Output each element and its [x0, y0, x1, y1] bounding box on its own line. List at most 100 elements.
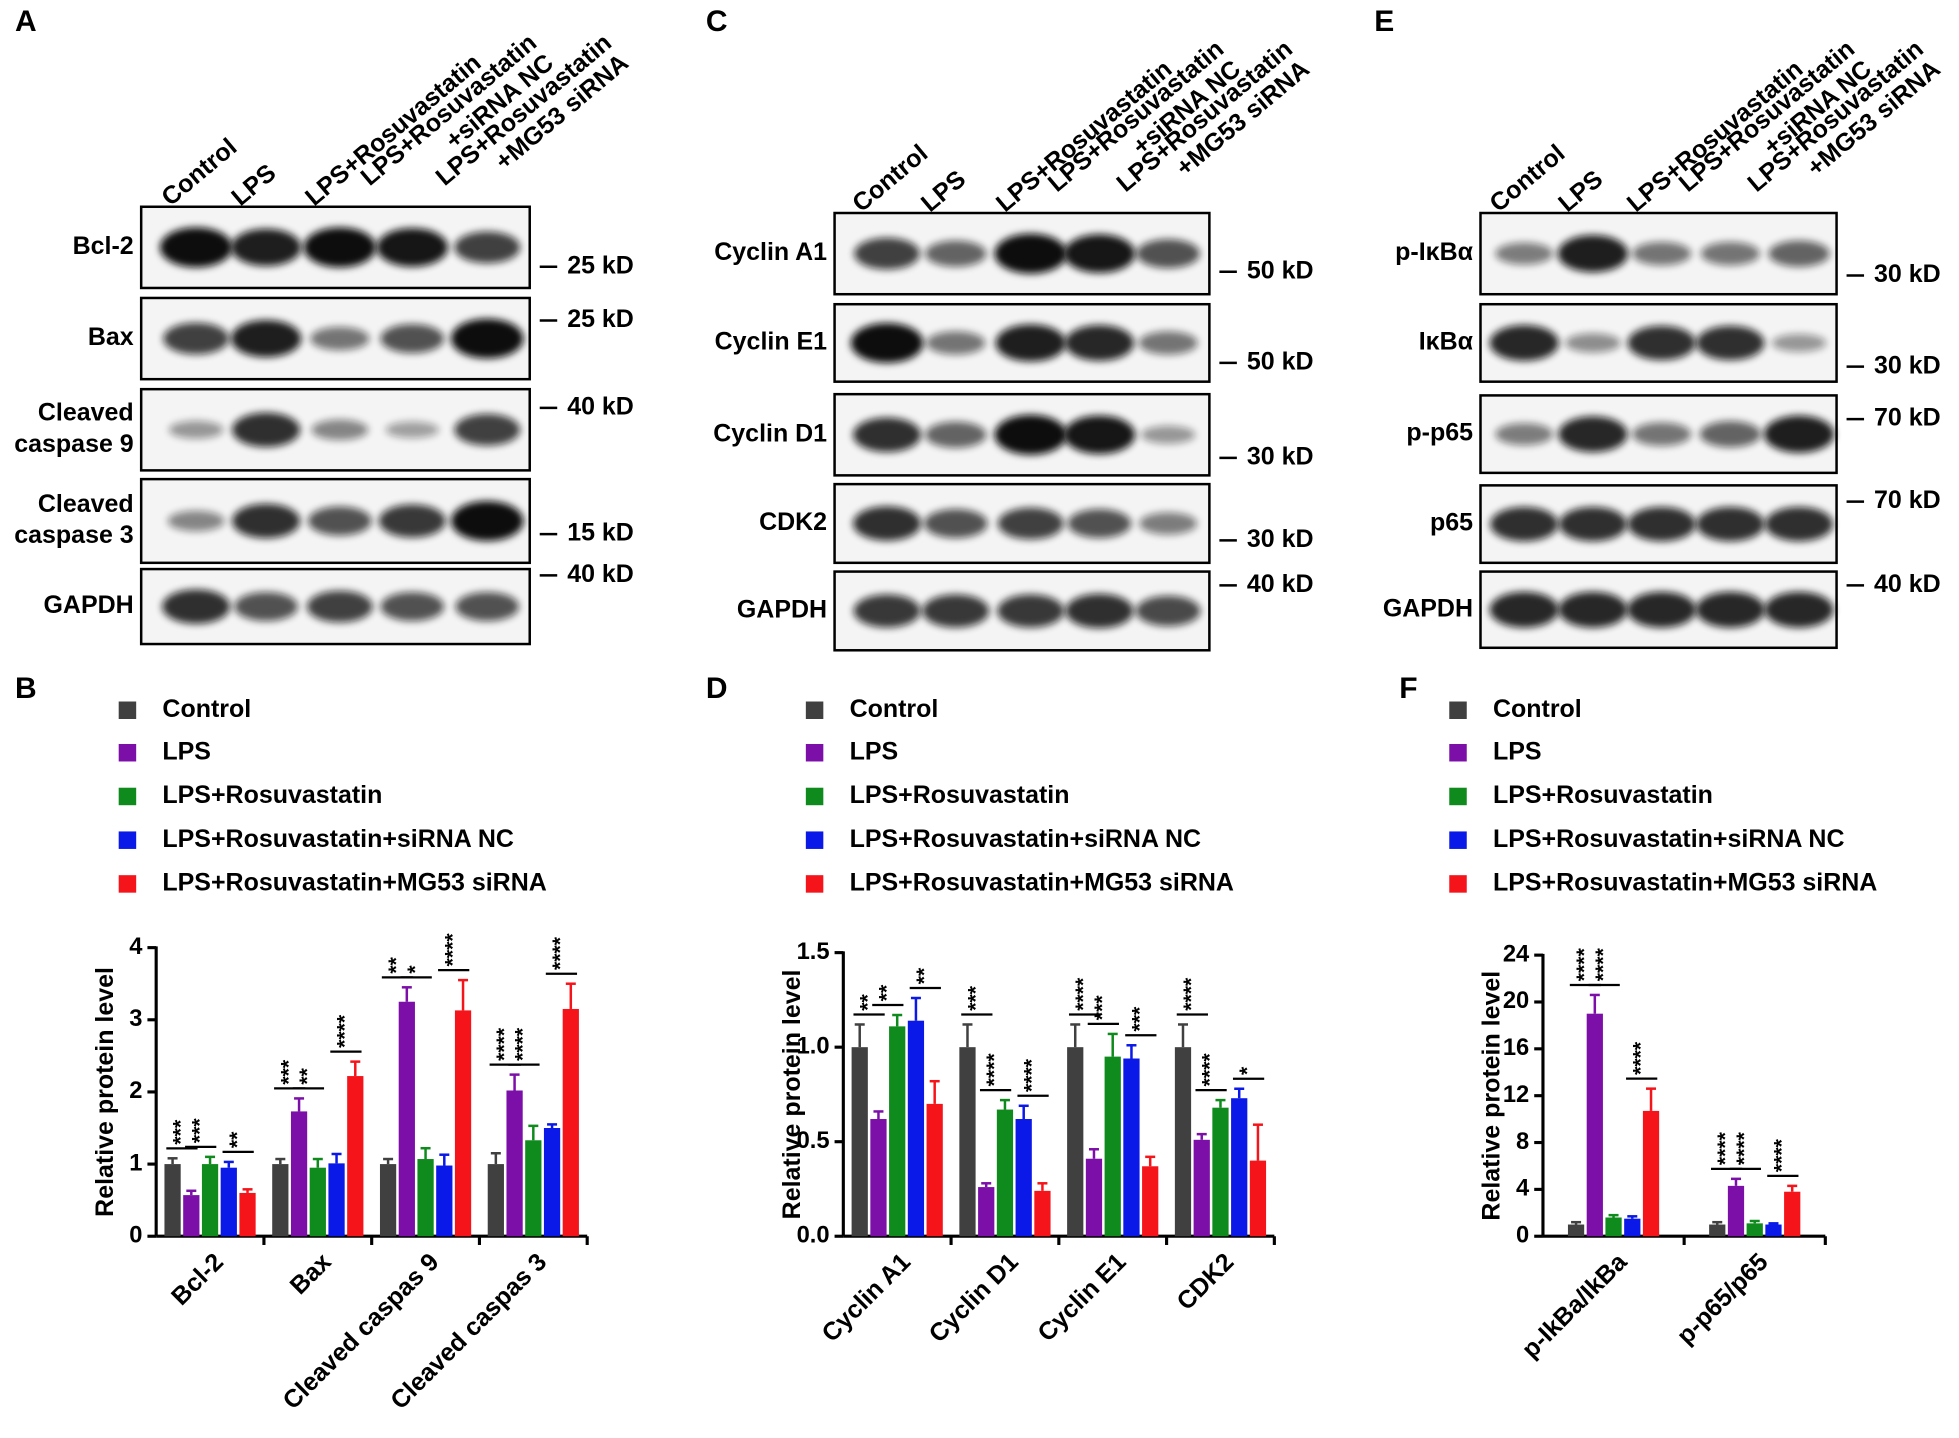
- bar: [1142, 1166, 1159, 1237]
- blot-band: [997, 507, 1064, 540]
- blot-band: [1765, 506, 1834, 542]
- blot-band: [159, 227, 233, 268]
- blot-band: [925, 240, 987, 267]
- protein-label: p-IκBα: [1395, 238, 1473, 266]
- legend-label: LPS+Rosuvastatin: [1493, 781, 1713, 809]
- bar: [1212, 1107, 1229, 1237]
- legend-swatch: [1449, 831, 1467, 849]
- blot-band: [1136, 239, 1200, 269]
- y-tick-label: 4: [129, 934, 143, 960]
- blot-band: [1558, 591, 1628, 628]
- bar: [525, 1140, 542, 1237]
- legend-label: LPS+Rosuvastatin+siRNA NC: [162, 825, 514, 853]
- blot-band: [231, 319, 302, 358]
- blot-band: [311, 419, 369, 441]
- blot-band: [1139, 512, 1198, 535]
- bar: [239, 1192, 256, 1237]
- blot-band: [1699, 421, 1761, 448]
- significance-label: ****: [1629, 1041, 1652, 1075]
- blot-band: [232, 412, 301, 448]
- blot-band: [385, 421, 439, 439]
- marker-label: 40 kD: [567, 560, 634, 588]
- blot-band: [1632, 241, 1692, 266]
- blot-band: [1064, 325, 1134, 361]
- bar: [1765, 1224, 1782, 1237]
- protein-label: Cyclin E1: [715, 328, 828, 356]
- significance-label: *: [1236, 1066, 1259, 1075]
- legend-swatch: [1449, 743, 1467, 762]
- bar: [290, 1111, 308, 1237]
- significance-label: ****: [1199, 1053, 1222, 1087]
- protein-label: Bax: [88, 323, 134, 351]
- bar: [1174, 1047, 1192, 1237]
- significance-label: ****: [1021, 1058, 1044, 1092]
- marker-label: 40 kD: [1247, 570, 1314, 598]
- protein-label: IκBα: [1419, 328, 1474, 356]
- bar: [1746, 1223, 1763, 1237]
- marker-label: 40 kD: [1874, 570, 1941, 598]
- significance-label: **: [875, 984, 898, 1001]
- bar: [907, 1020, 925, 1237]
- y-tick-label: 1.5: [797, 939, 830, 965]
- blot-band: [1764, 591, 1834, 628]
- significance-label: *: [404, 965, 427, 974]
- blot-band: [1696, 506, 1765, 542]
- y-tick-label: 8: [1516, 1129, 1529, 1155]
- y-tick-label: 0: [129, 1223, 142, 1249]
- bar: [1193, 1139, 1210, 1237]
- bar: [562, 1008, 579, 1237]
- panel-label: B: [15, 672, 37, 705]
- blot-band: [1627, 591, 1697, 628]
- blot-band: [454, 413, 521, 446]
- legend-label: LPS+Rosuvastatin+siRNA NC: [850, 825, 1202, 853]
- blot-band: [308, 506, 372, 536]
- significance-label: ****: [1770, 1138, 1793, 1172]
- blot-band: [167, 510, 225, 532]
- marker-label: 30 kD: [1874, 351, 1941, 379]
- bar: [1034, 1190, 1051, 1237]
- bar: [889, 1026, 906, 1237]
- protein-label: caspase 3: [14, 521, 133, 549]
- blot-band: [994, 233, 1067, 274]
- blot-band: [1700, 241, 1760, 266]
- bar: [1567, 1224, 1585, 1237]
- protein-label: Cleaved: [38, 399, 134, 427]
- protein-label: caspase 9: [14, 430, 133, 458]
- bar: [417, 1159, 434, 1237]
- panel-label: D: [706, 672, 728, 705]
- blot-band: [1140, 425, 1196, 444]
- bar: [1231, 1098, 1248, 1237]
- blot-band: [310, 326, 370, 351]
- bar: [164, 1164, 181, 1237]
- legend-label: LPS+Rosuvastatin: [162, 781, 382, 809]
- legend-label: LPS+Rosuvastatin: [850, 781, 1070, 809]
- significance-label: ***: [170, 1119, 193, 1145]
- blot-band: [1063, 234, 1136, 273]
- bar: [1123, 1058, 1140, 1237]
- marker-label: 50 kD: [1247, 256, 1314, 284]
- y-tick-label: 1.0: [797, 1033, 830, 1059]
- blot-band: [1063, 415, 1136, 455]
- y-tick-label: 4: [1516, 1176, 1530, 1202]
- legend-swatch: [118, 787, 137, 806]
- significance-label: **: [857, 993, 880, 1010]
- bar: [220, 1167, 237, 1237]
- legend-label: LPS: [1493, 737, 1542, 765]
- blot-band: [1495, 242, 1554, 265]
- blot-band: [1557, 234, 1629, 273]
- legend-swatch: [118, 701, 137, 719]
- legend-label: Control: [1493, 695, 1582, 723]
- significance-label: **: [385, 956, 408, 973]
- panel-label: A: [15, 5, 37, 38]
- protein-label: GAPDH: [737, 596, 827, 624]
- blot-band: [231, 228, 302, 266]
- blot-band: [376, 228, 448, 267]
- bar: [506, 1090, 523, 1237]
- significance-label: ****: [1592, 947, 1615, 981]
- bar: [851, 1047, 868, 1237]
- bar: [487, 1164, 504, 1237]
- blot-band: [853, 417, 922, 453]
- blot-band: [1696, 325, 1765, 361]
- significance-label: **: [296, 1067, 319, 1084]
- panel-label: C: [706, 5, 728, 38]
